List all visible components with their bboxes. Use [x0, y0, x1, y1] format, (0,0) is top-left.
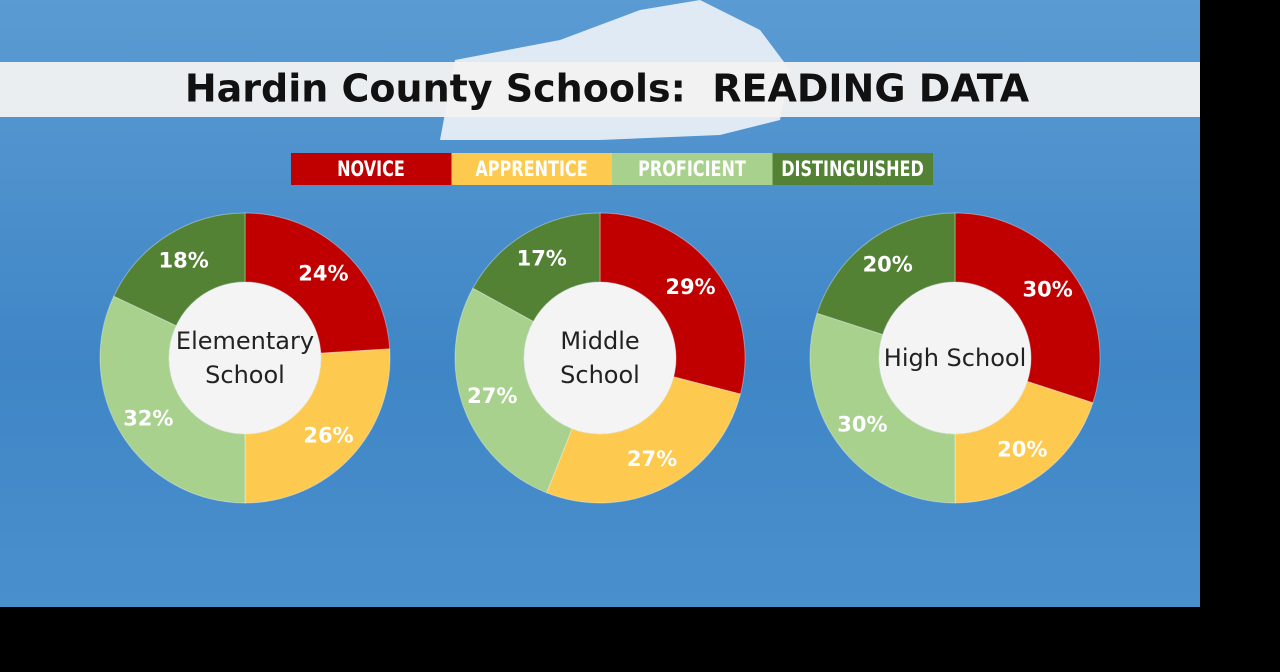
title-band: [0, 62, 1200, 117]
value-label: 24%: [298, 262, 348, 286]
chart: Hardin County Schools: READING DATA NOVI…: [0, 0, 1200, 504]
legend-swatch: [612, 153, 773, 185]
legend-label: NOVICE: [337, 157, 405, 182]
legend-label: PROFICIENT: [638, 157, 746, 182]
legend-swatch: [451, 153, 612, 185]
value-label: 27%: [627, 447, 677, 471]
donut-hole: [879, 282, 1031, 434]
value-label: 17%: [517, 246, 567, 270]
legend-label: APPRENTICE: [475, 157, 587, 182]
donut-hole: [524, 282, 676, 434]
value-label: 27%: [467, 384, 517, 408]
value-label: 26%: [303, 423, 353, 447]
value-label: 29%: [665, 275, 715, 299]
value-label: 18%: [159, 248, 209, 272]
value-label: 30%: [1022, 278, 1072, 302]
chart-title: Hardin County Schools: READING DATA: [185, 67, 1030, 111]
value-label: 20%: [863, 252, 913, 276]
donut-hole: [169, 282, 321, 434]
value-label: 32%: [123, 406, 173, 430]
legend-label: DISTINGUISHED: [781, 157, 924, 182]
value-label: 20%: [997, 438, 1047, 462]
center-label: High School: [883, 344, 1027, 372]
value-label: 30%: [837, 412, 887, 436]
scene: Hardin County Schools: READING DATA NOVI…: [0, 0, 1200, 607]
legend-swatch: [291, 153, 452, 185]
center-label: Middle School: [560, 327, 640, 389]
legend-swatch: [772, 153, 933, 185]
center-label: Elementary School: [175, 327, 315, 389]
